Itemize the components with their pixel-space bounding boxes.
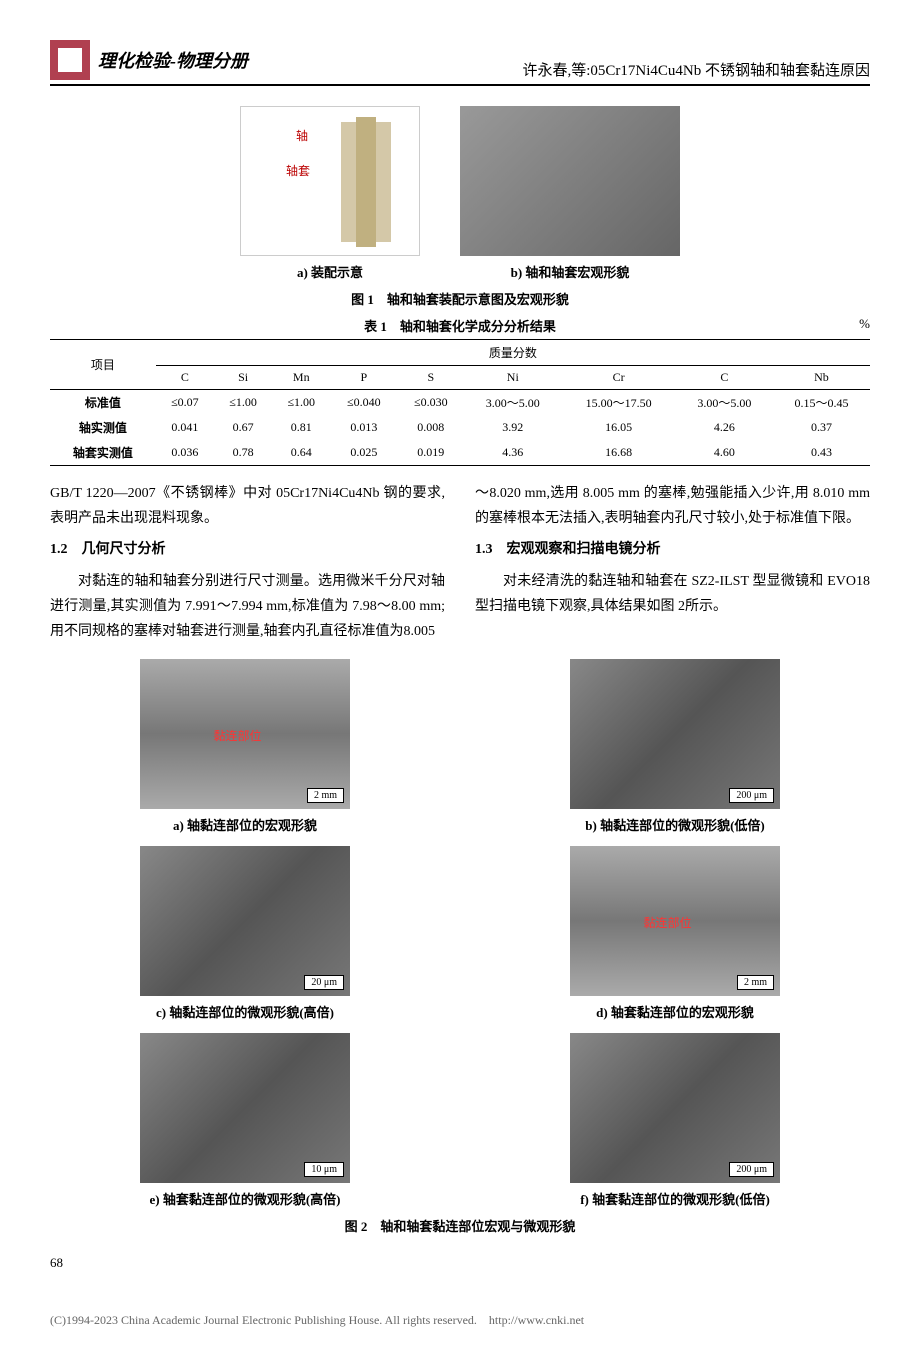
row-label: 标准值: [50, 390, 156, 416]
col-item: 项目: [50, 340, 156, 390]
table-cell: 3.00～5.00: [676, 390, 773, 416]
fig1b-caption: b) 轴和轴套宏观形貌: [511, 262, 630, 281]
table-col: S: [397, 366, 464, 390]
table-cell: 0.036: [156, 440, 214, 466]
table-cell: 0.15～0.45: [773, 390, 870, 416]
table-cell: ≤0.07: [156, 390, 214, 416]
scale-bar: 10 μm: [304, 1162, 344, 1177]
micrograph: 2 mm 黏连部位: [570, 846, 780, 996]
journal-name: 理化检验-物理分册: [98, 47, 248, 73]
table-cell: 3.92: [464, 415, 561, 440]
fig2-item: 10 μm e) 轴套黏连部位的微观形貌(高倍): [140, 1033, 350, 1208]
table-cell: 0.008: [397, 415, 464, 440]
assembly-diagram: 轴 轴套: [240, 106, 420, 256]
fig2-item: 2 mm 黏连部位 d) 轴套黏连部位的宏观形貌: [570, 846, 780, 1021]
table-cell: 15.00～17.50: [561, 390, 676, 416]
micrograph: 20 μm: [140, 846, 350, 996]
figure-2-grid: 2 mm 黏连部位 a) 轴黏连部位的宏观形貌 200 μm b) 轴黏连部位的微观形貌…: [50, 659, 870, 1208]
page-header: 理化检验-物理分册 许永春,等:05Cr17Ni4Cu4Nb 不锈钢轴和轴套黏连…: [50, 40, 870, 86]
table-cell: 0.78: [214, 440, 272, 466]
table-cell: ≤1.00: [214, 390, 272, 416]
sub-caption: b) 轴黏连部位的微观形貌(低倍): [585, 815, 764, 834]
table-cell: 0.81: [272, 415, 330, 440]
table-col: Mn: [272, 366, 330, 390]
fig1a-caption: a) 装配示意: [297, 262, 363, 281]
table-cell: ≤0.040: [330, 390, 397, 416]
sub-caption: d) 轴套黏连部位的宏观形貌: [596, 1002, 754, 1021]
row-label: 轴实测值: [50, 415, 156, 440]
table1: 项目 质量分数 CSiMnPSNiCrCNb 标准值≤0.07≤1.00≤1.0…: [50, 339, 870, 466]
text-right2: 对未经清洗的黏连轴和轴套在 SZ2-ILST 型显微镜和 EVO18 型扫描电镜…: [475, 569, 870, 619]
label-shaft: 轴: [296, 127, 308, 144]
text-left1: GB/T 1220—2007《不锈钢棒》中对 05Cr17Ni4Cu4Nb 钢的…: [50, 481, 445, 531]
table-cell: ≤0.030: [397, 390, 464, 416]
scale-bar: 2 mm: [737, 975, 774, 990]
scale-bar: 200 μm: [729, 1162, 774, 1177]
table-cell: 4.36: [464, 440, 561, 466]
sec-1-3: 1.3 宏观观察和扫描电镜分析: [475, 537, 870, 562]
sec-1-2: 1.2 几何尺寸分析: [50, 537, 445, 562]
table1-caption-text: 表 1 轴和轴套化学成分分析结果: [364, 319, 556, 334]
figure-1-row: 轴 轴套 a) 装配示意 b) 轴和轴套宏观形貌: [50, 106, 870, 281]
text-left2: 对黏连的轴和轴套分别进行尺寸测量。选用微米千分尺对轴进行测量,其实测值为 7.9…: [50, 569, 445, 645]
logo-icon: [50, 40, 90, 80]
header-group: 质量分数: [156, 340, 870, 366]
table-col: Si: [214, 366, 272, 390]
left-column: GB/T 1220—2007《不锈钢棒》中对 05Cr17Ni4Cu4Nb 钢的…: [50, 481, 445, 644]
sub-caption: e) 轴套黏连部位的微观形貌(高倍): [149, 1189, 340, 1208]
table-cell: 0.019: [397, 440, 464, 466]
macro-photo: [460, 106, 680, 256]
table-cell: 16.05: [561, 415, 676, 440]
body-columns: GB/T 1220—2007《不锈钢棒》中对 05Cr17Ni4Cu4Nb 钢的…: [50, 481, 870, 644]
right-column: ～8.020 mm,选用 8.005 mm 的塞棒,勉强能插入少许,用 8.01…: [475, 481, 870, 644]
scale-bar: 200 μm: [729, 788, 774, 803]
header-title: 许永春,等:05Cr17Ni4Cu4Nb 不锈钢轴和轴套黏连原因: [522, 59, 870, 80]
fig2-caption: 图 2 轴和轴套黏连部位宏观与微观形貌: [50, 1216, 870, 1235]
table-cell: 0.37: [773, 415, 870, 440]
table-col: C: [676, 366, 773, 390]
adhesion-label: 黏连部位: [644, 914, 692, 931]
table-cell: 0.64: [272, 440, 330, 466]
table-cell: ≤1.00: [272, 390, 330, 416]
fig1a: 轴 轴套 a) 装配示意: [240, 106, 420, 281]
table-cell: 4.26: [676, 415, 773, 440]
table-cell: 0.43: [773, 440, 870, 466]
table-cell: 4.60: [676, 440, 773, 466]
table-cell: 3.00～5.00: [464, 390, 561, 416]
table-col: Nb: [773, 366, 870, 390]
micrograph: 10 μm: [140, 1033, 350, 1183]
table-col: P: [330, 366, 397, 390]
table-col: Cr: [561, 366, 676, 390]
table1-unit: %: [859, 316, 870, 332]
adhesion-label: 黏连部位: [214, 727, 262, 744]
table-cell: 0.67: [214, 415, 272, 440]
fig2-item: 200 μm f) 轴套黏连部位的微观形貌(低倍): [570, 1033, 780, 1208]
fig1-caption: 图 1 轴和轴套装配示意图及宏观形貌: [50, 289, 870, 308]
table-cell: 0.013: [330, 415, 397, 440]
micrograph: 200 μm: [570, 1033, 780, 1183]
fig2-item: 20 μm c) 轴黏连部位的微观形貌(高倍): [140, 846, 350, 1021]
page-number: 68: [50, 1255, 870, 1271]
scale-bar: 2 mm: [307, 788, 344, 803]
sub-caption: a) 轴黏连部位的宏观形貌: [173, 815, 317, 834]
table-cell: 0.025: [330, 440, 397, 466]
sub-caption: c) 轴黏连部位的微观形貌(高倍): [156, 1002, 334, 1021]
fig2-item: 200 μm b) 轴黏连部位的微观形貌(低倍): [570, 659, 780, 834]
micrograph: 200 μm: [570, 659, 780, 809]
row-label: 轴套实测值: [50, 440, 156, 466]
table-col: Ni: [464, 366, 561, 390]
logo-area: 理化检验-物理分册: [50, 40, 248, 80]
micrograph: 2 mm 黏连部位: [140, 659, 350, 809]
table-cell: 16.68: [561, 440, 676, 466]
sub-caption: f) 轴套黏连部位的微观形貌(低倍): [580, 1189, 770, 1208]
table-cell: 0.041: [156, 415, 214, 440]
table1-caption: 表 1 轴和轴套化学成分分析结果 %: [50, 316, 870, 335]
text-right1: ～8.020 mm,选用 8.005 mm 的塞棒,勉强能插入少许,用 8.01…: [475, 481, 870, 531]
scale-bar: 20 μm: [304, 975, 344, 990]
fig1b: b) 轴和轴套宏观形貌: [460, 106, 680, 281]
footer: (C)1994-2023 China Academic Journal Elec…: [50, 1311, 870, 1328]
label-sleeve: 轴套: [286, 162, 310, 179]
table-col: C: [156, 366, 214, 390]
fig2-item: 2 mm 黏连部位 a) 轴黏连部位的宏观形貌: [140, 659, 350, 834]
